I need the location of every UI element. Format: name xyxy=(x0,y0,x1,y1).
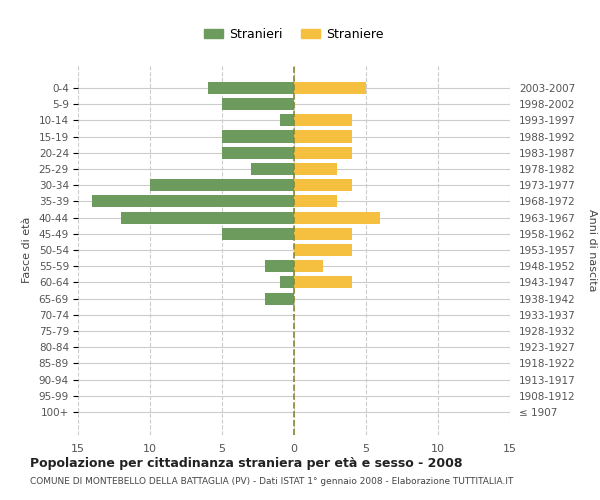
Bar xyxy=(92,196,294,207)
Bar xyxy=(208,82,294,94)
Bar xyxy=(222,228,294,240)
Bar xyxy=(294,260,323,272)
Bar xyxy=(294,163,337,175)
Bar xyxy=(150,179,294,191)
Bar xyxy=(294,228,352,240)
Bar xyxy=(294,82,366,94)
Y-axis label: Anni di nascita: Anni di nascita xyxy=(587,209,596,291)
Text: Popolazione per cittadinanza straniera per età e sesso - 2008: Popolazione per cittadinanza straniera p… xyxy=(30,458,463,470)
Bar xyxy=(280,114,294,126)
Bar xyxy=(265,292,294,304)
Bar xyxy=(222,130,294,142)
Bar xyxy=(294,276,352,288)
Bar xyxy=(294,212,380,224)
Text: COMUNE DI MONTEBELLO DELLA BATTAGLIA (PV) - Dati ISTAT 1° gennaio 2008 - Elabora: COMUNE DI MONTEBELLO DELLA BATTAGLIA (PV… xyxy=(30,478,514,486)
Bar xyxy=(251,163,294,175)
Bar xyxy=(222,98,294,110)
Bar xyxy=(222,146,294,159)
Bar xyxy=(294,114,352,126)
Bar xyxy=(294,146,352,159)
Bar xyxy=(280,276,294,288)
Bar xyxy=(121,212,294,224)
Y-axis label: Fasce di età: Fasce di età xyxy=(22,217,32,283)
Bar xyxy=(294,130,352,142)
Bar xyxy=(265,260,294,272)
Bar xyxy=(294,179,352,191)
Bar xyxy=(294,196,337,207)
Bar xyxy=(294,244,352,256)
Legend: Stranieri, Straniere: Stranieri, Straniere xyxy=(199,23,389,46)
